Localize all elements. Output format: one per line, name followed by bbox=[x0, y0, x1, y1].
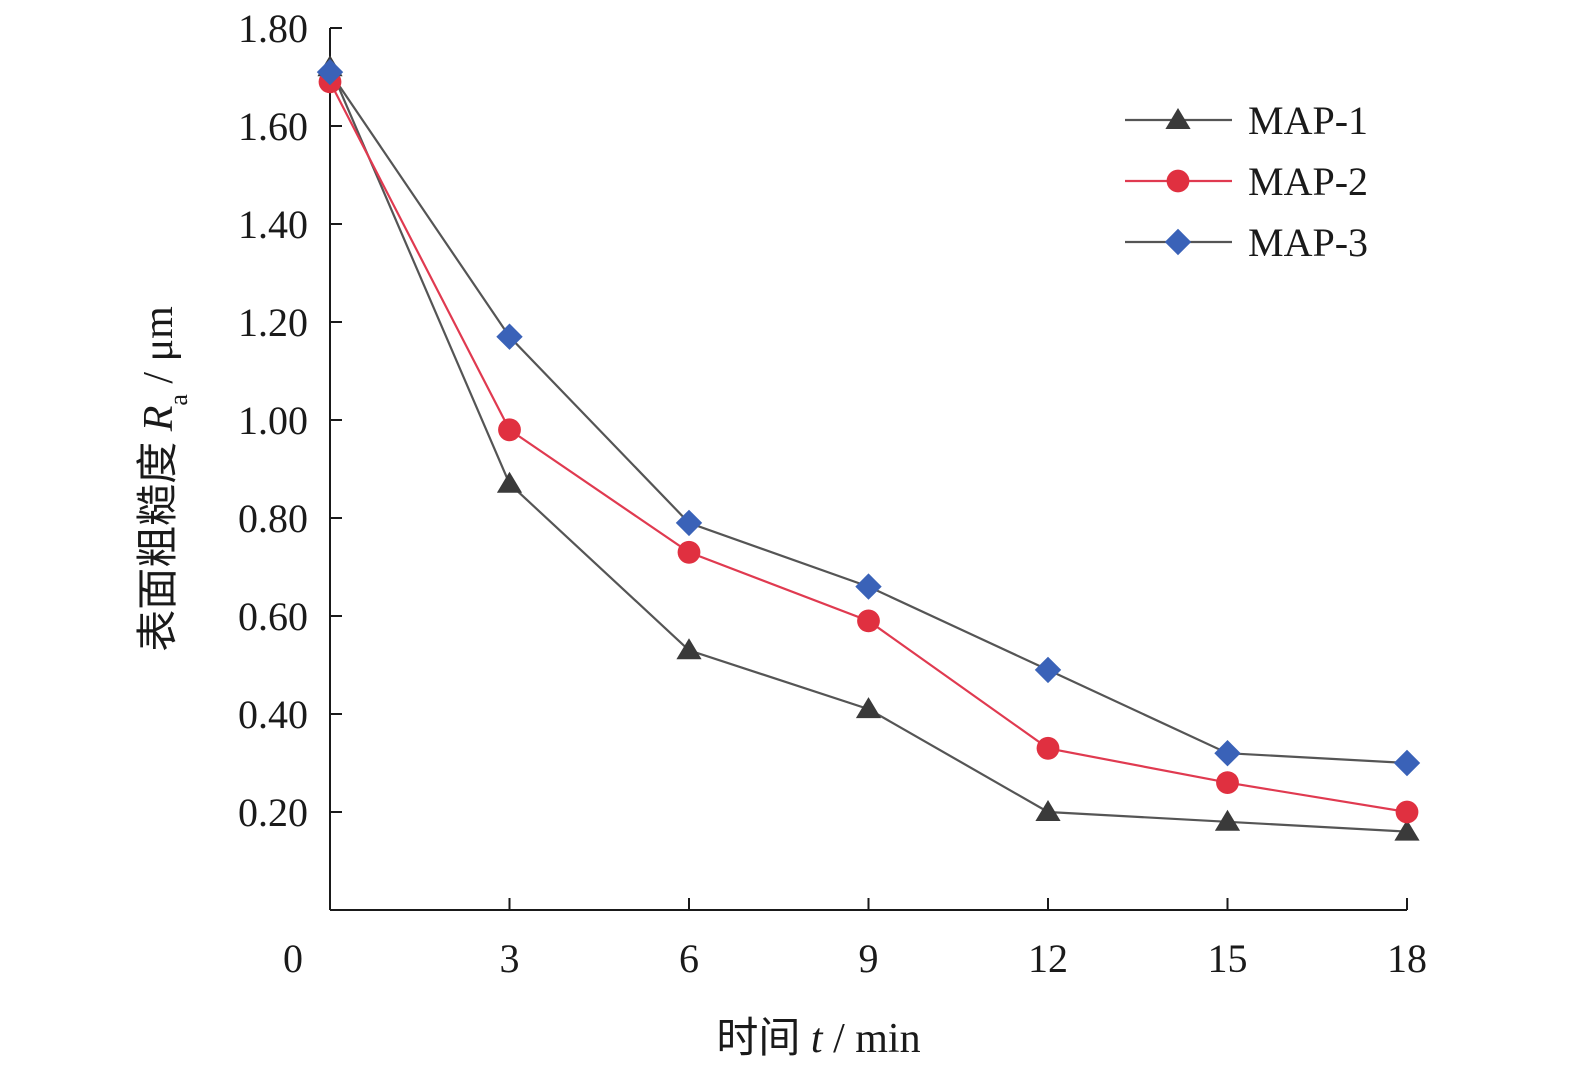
y-tick-label: 0.60 bbox=[238, 594, 308, 639]
circle-marker bbox=[498, 418, 521, 442]
triangle-marker bbox=[855, 697, 882, 719]
x-tick-label: 3 bbox=[500, 936, 520, 981]
y-tick-label: 1.80 bbox=[238, 6, 308, 51]
x-ticks: 3 6 9 12 15 18 bbox=[500, 898, 1427, 981]
triangle-marker bbox=[1035, 800, 1061, 821]
circle-marker bbox=[1166, 169, 1190, 193]
x-axis-title-unit: / min bbox=[823, 1016, 921, 1062]
triangle-marker bbox=[1214, 809, 1241, 831]
x-tick-label: 9 bbox=[859, 936, 879, 981]
y-tick-label: 1.60 bbox=[238, 104, 308, 149]
diamond-marker bbox=[1164, 228, 1192, 256]
x-axis-title-prefix: 时间 bbox=[716, 1016, 811, 1062]
diamond-marker bbox=[1214, 740, 1241, 767]
x-tick-label: 15 bbox=[1208, 936, 1248, 981]
y-axis-title-variable: R bbox=[136, 406, 182, 433]
series-line-map-3 bbox=[329, 71, 1408, 765]
series-markers bbox=[316, 55, 1421, 841]
legend-label-map-1: MAP-1 bbox=[1248, 98, 1368, 143]
y-tick-label: 0.80 bbox=[238, 496, 308, 541]
circle-marker bbox=[1216, 771, 1239, 794]
diamond-marker bbox=[675, 509, 703, 537]
y-tick-label: 1.20 bbox=[238, 300, 308, 345]
legend: MAP-1 MAP-2 MAP-3 bbox=[1125, 98, 1368, 265]
y-tick-label: 1.00 bbox=[238, 398, 308, 443]
diamond-marker bbox=[855, 573, 882, 600]
circle-marker bbox=[1395, 800, 1419, 824]
y-axis-title-subscript: a bbox=[164, 394, 193, 406]
y-axis-title-prefix: 表面粗糙度 bbox=[136, 431, 182, 652]
y-axis-title: 表面粗糙度 Ra / μm bbox=[136, 306, 193, 652]
y-tick-label: 0.40 bbox=[238, 692, 308, 737]
circle-marker bbox=[677, 540, 701, 564]
triangle-marker bbox=[676, 638, 702, 660]
circle-marker bbox=[857, 609, 880, 633]
x-tick-label: 12 bbox=[1028, 936, 1068, 981]
y-axis-title-unit: / μm bbox=[136, 306, 182, 394]
triangle-marker bbox=[1165, 108, 1191, 129]
x-axis-title: 时间 t / min bbox=[716, 1016, 920, 1062]
x-tick-label-origin: 0 bbox=[283, 936, 303, 981]
axes bbox=[329, 28, 1407, 911]
triangle-marker bbox=[1394, 819, 1420, 841]
x-axis-title-variable: t bbox=[811, 1016, 824, 1062]
diamond-marker bbox=[1393, 749, 1421, 777]
x-tick-label: 6 bbox=[679, 936, 699, 981]
diamond-marker bbox=[496, 323, 523, 350]
diamond-marker bbox=[316, 58, 344, 86]
y-tick-label: 1.40 bbox=[238, 202, 308, 247]
y-tick-label: 0.20 bbox=[238, 790, 308, 835]
circle-marker bbox=[1036, 736, 1060, 760]
y-ticks: 0.20 0.40 0.60 0.80 1.00 1.20 1.40 1.60 1.80 bbox=[238, 6, 342, 835]
diamond-marker bbox=[1034, 656, 1062, 684]
x-tick-label: 18 bbox=[1387, 936, 1427, 981]
triangle-marker bbox=[496, 471, 523, 493]
legend-label-map-2: MAP-2 bbox=[1248, 159, 1368, 204]
legend-label-map-3: MAP-3 bbox=[1248, 220, 1368, 265]
